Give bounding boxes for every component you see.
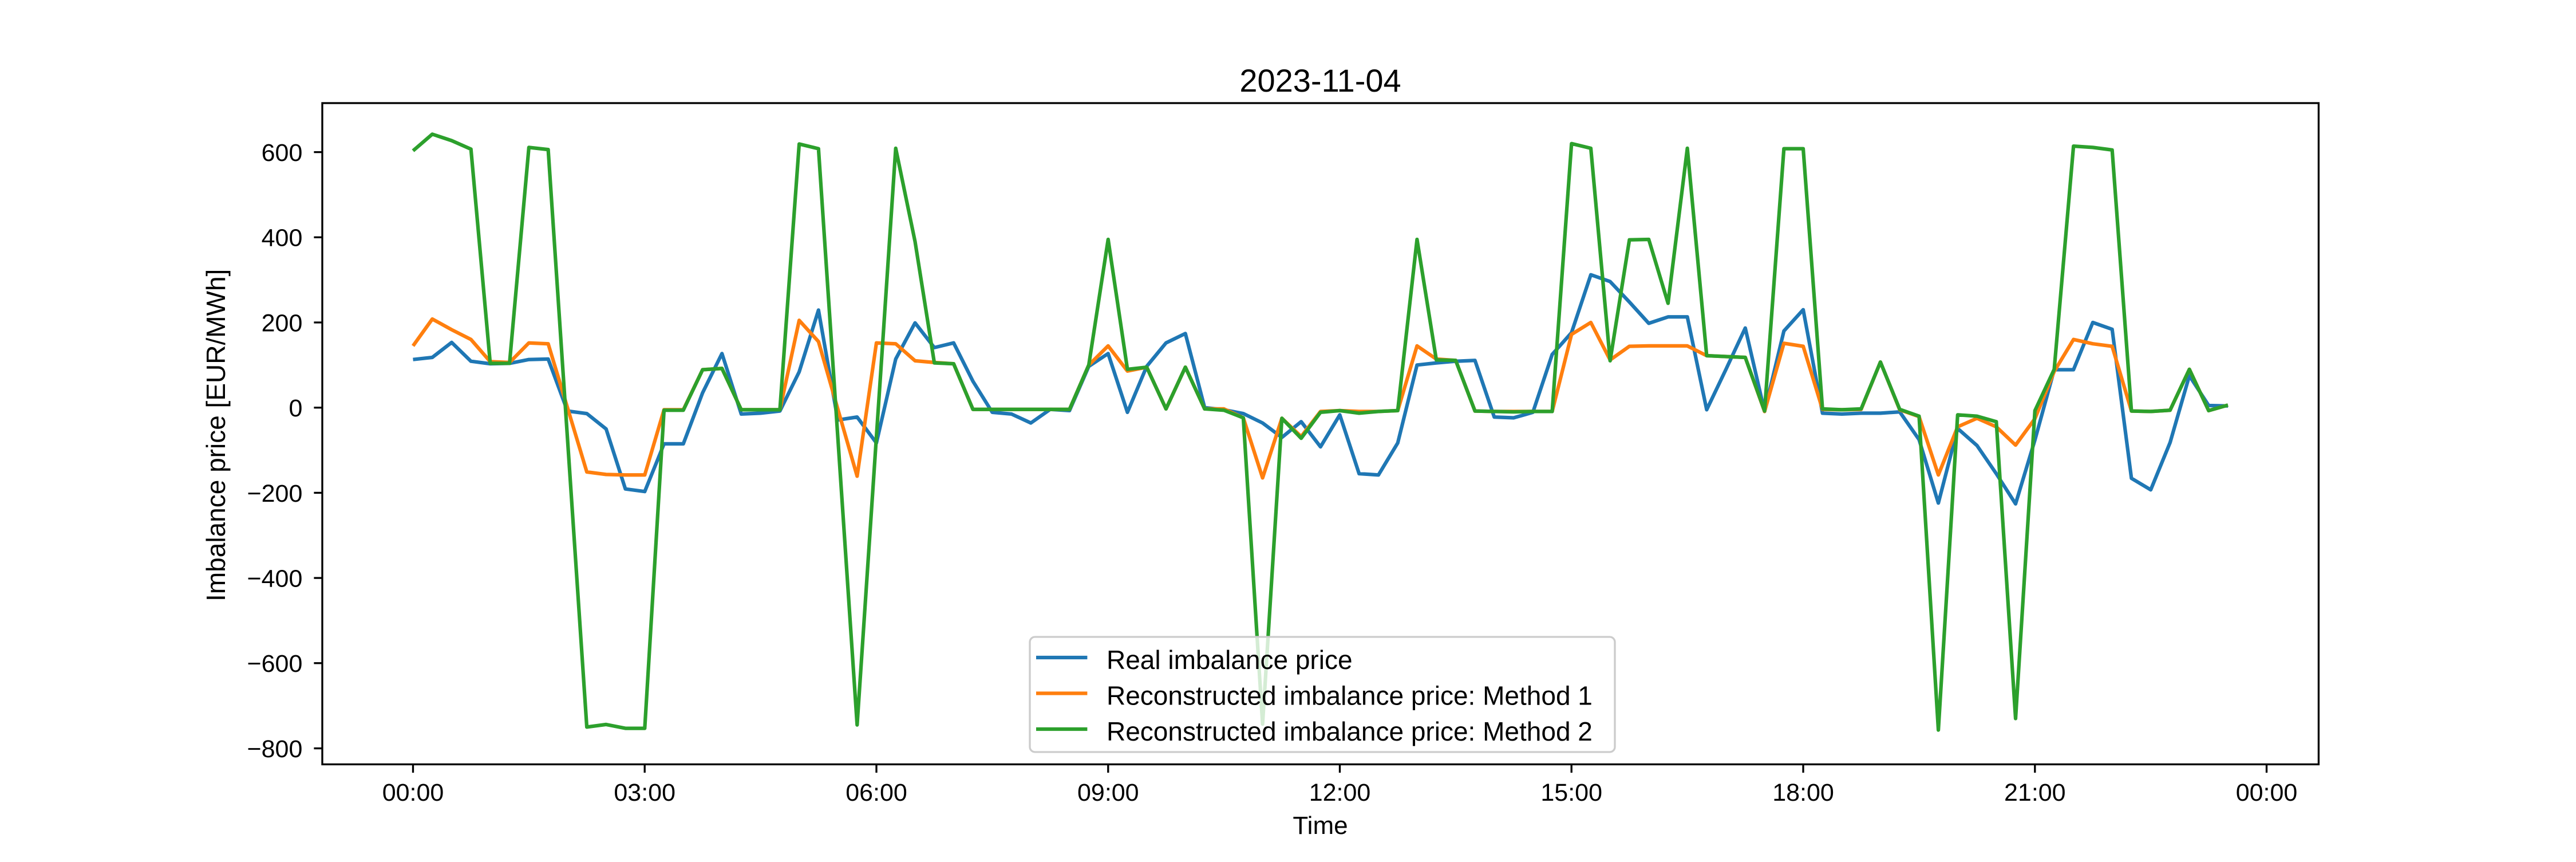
svg-text:600: 600 (262, 139, 303, 167)
svg-text:06:00: 06:00 (846, 779, 907, 806)
svg-text:21:00: 21:00 (2004, 779, 2066, 806)
svg-text:−600: −600 (247, 650, 303, 678)
svg-text:09:00: 09:00 (1077, 779, 1139, 806)
svg-text:Reconstructed imbalance price:: Reconstructed imbalance price: Method 2 (1107, 717, 1593, 746)
svg-text:15:00: 15:00 (1540, 779, 1602, 806)
svg-text:Time: Time (1293, 812, 1348, 840)
svg-text:400: 400 (262, 225, 303, 252)
svg-text:Real imbalance price: Real imbalance price (1107, 645, 1353, 675)
svg-text:Imbalance price [EUR/MWh]: Imbalance price [EUR/MWh] (201, 269, 231, 601)
svg-text:12:00: 12:00 (1309, 779, 1371, 806)
svg-text:Reconstructed imbalance price:: Reconstructed imbalance price: Method 1 (1107, 681, 1593, 711)
svg-text:−800: −800 (247, 735, 303, 763)
svg-text:03:00: 03:00 (614, 779, 675, 806)
svg-text:−200: −200 (247, 480, 303, 507)
svg-text:2023-11-04: 2023-11-04 (1239, 62, 1401, 99)
svg-text:00:00: 00:00 (2236, 779, 2298, 806)
svg-text:−400: −400 (247, 565, 303, 593)
svg-text:0: 0 (289, 395, 302, 422)
svg-text:00:00: 00:00 (382, 779, 444, 806)
svg-text:18:00: 18:00 (1772, 779, 1834, 806)
svg-text:200: 200 (262, 309, 303, 337)
